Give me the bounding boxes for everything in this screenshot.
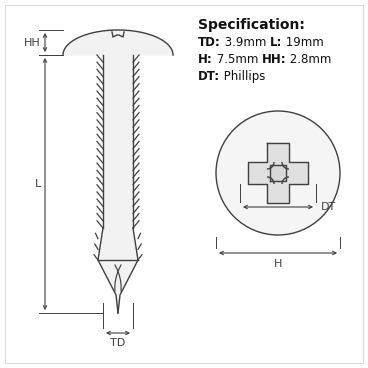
- Text: Specification:: Specification:: [198, 18, 305, 32]
- Text: DT:: DT:: [198, 70, 220, 83]
- Text: DT: DT: [321, 202, 336, 212]
- Text: H:: H:: [198, 53, 213, 66]
- Text: HH: HH: [24, 38, 41, 47]
- Circle shape: [216, 111, 340, 235]
- Text: L:: L:: [270, 36, 282, 49]
- Text: 2.8mm: 2.8mm: [287, 53, 332, 66]
- Text: H: H: [274, 259, 282, 269]
- Text: 3.9mm: 3.9mm: [221, 36, 270, 49]
- Polygon shape: [270, 165, 286, 181]
- Polygon shape: [98, 228, 138, 313]
- Text: TD:: TD:: [198, 36, 221, 49]
- Polygon shape: [63, 30, 173, 55]
- Polygon shape: [248, 143, 308, 203]
- Text: Phillips: Phillips: [220, 70, 265, 83]
- Text: L: L: [35, 179, 41, 189]
- Text: 19mm: 19mm: [282, 36, 324, 49]
- Text: 7.5mm: 7.5mm: [213, 53, 262, 66]
- Text: HH:: HH:: [262, 53, 287, 66]
- Text: TD: TD: [110, 338, 125, 348]
- Polygon shape: [103, 55, 133, 228]
